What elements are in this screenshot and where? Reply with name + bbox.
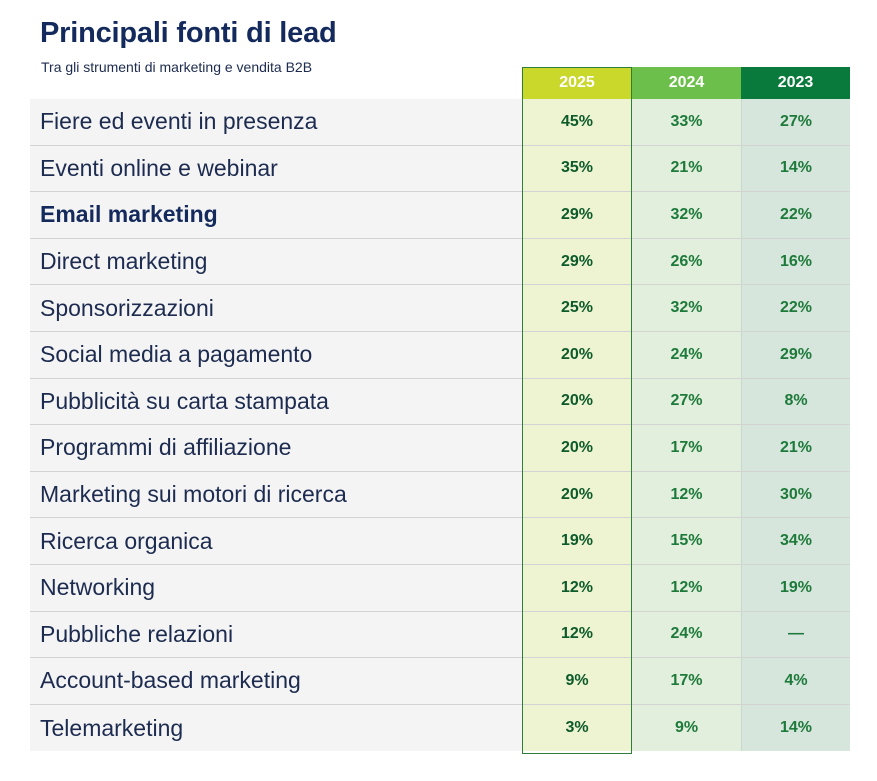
column-header-2025: 2025 (522, 67, 632, 99)
value-cell-2025: 20% (522, 331, 632, 378)
value-cell-2023: 21% (741, 425, 850, 471)
value-cell-2025: 19% (522, 518, 632, 564)
row-label: Ricerca organica (30, 518, 522, 564)
value-cell-2023: 29% (741, 331, 850, 378)
value-cell-2025: 9% (522, 658, 632, 704)
column-header-2023: 2023 (741, 67, 850, 99)
value-cell-2024: 17% (632, 425, 741, 471)
value-cell-2024: 15% (632, 518, 741, 564)
table-row: Marketing sui motori di ricerca 20% 12% 30% (30, 471, 850, 519)
table-row: Direct marketing 29% 26% 16% (30, 238, 850, 286)
value-cell-2024: 33% (632, 99, 741, 145)
row-label: Pubbliche relazioni (30, 611, 522, 658)
value-cell-2023: 27% (741, 99, 850, 145)
value-cell-2023: — (741, 611, 850, 658)
row-label: Sponsorizzazioni (30, 285, 522, 331)
row-label: Marketing sui motori di ricerca (30, 471, 522, 518)
table-row: Telemarketing 3% 9% 14% (30, 704, 850, 752)
table-row: Programmi di affiliazione 20% 17% 21% (30, 425, 850, 472)
table-row: Social media a pagamento 20% 24% 29% (30, 331, 850, 379)
value-cell-2024: 24% (632, 331, 741, 378)
value-cell-2024: 24% (632, 611, 741, 658)
chart-title: Principali fonti di lead (40, 17, 337, 49)
row-label: Fiere ed eventi in presenza (30, 99, 522, 145)
row-label: Email marketing (30, 192, 522, 238)
value-cell-2024: 21% (632, 145, 741, 192)
table-row: Pubbliche relazioni 12% 24% — (30, 611, 850, 659)
row-label: Networking (30, 564, 522, 611)
lead-sources-table: Fiere ed eventi in presenza 45% 33% 27% Even… (30, 99, 850, 752)
value-cell-2025: 20% (522, 378, 632, 425)
value-cell-2024: 9% (632, 704, 741, 752)
row-label: Pubblicità su carta stampata (30, 378, 522, 425)
value-cell-2025: 20% (522, 425, 632, 471)
row-label: Direct marketing (30, 238, 522, 285)
value-cell-2023: 34% (741, 518, 850, 564)
chart-subtitle: Tra gli strumenti di marketing e vendita… (41, 59, 313, 75)
table-row: Fiere ed eventi in presenza 45% 33% 27% (30, 99, 850, 146)
value-cell-2023: 22% (741, 285, 850, 331)
row-label: Telemarketing (30, 704, 522, 752)
value-cell-2024: 32% (632, 192, 741, 238)
value-cell-2024: 26% (632, 238, 741, 285)
row-label: Programmi di affiliazione (30, 425, 522, 471)
value-cell-2024: 32% (632, 285, 741, 331)
table-row: Sponsorizzazioni 25% 32% 22% (30, 285, 850, 332)
value-cell-2025: 29% (522, 192, 632, 238)
table-row: Ricerca organica 19% 15% 34% (30, 518, 850, 565)
value-cell-2025: 12% (522, 611, 632, 658)
value-cell-2023: 14% (741, 704, 850, 752)
value-cell-2023: 19% (741, 564, 850, 611)
row-label: Eventi online e webinar (30, 145, 522, 192)
value-cell-2025: 20% (522, 471, 632, 518)
table-row: Networking 12% 12% 19% (30, 564, 850, 612)
value-cell-2024: 27% (632, 378, 741, 425)
table-row: Eventi online e webinar 35% 21% 14% (30, 145, 850, 193)
table-row: Email marketing 29% 32% 22% (30, 192, 850, 239)
table-row: Pubblicità su carta stampata 20% 27% 8% (30, 378, 850, 426)
row-label: Social media a pagamento (30, 331, 522, 378)
value-cell-2023: 14% (741, 145, 850, 192)
table-row: Account-based marketing 9% 17% 4% (30, 658, 850, 705)
value-cell-2023: 8% (741, 378, 850, 425)
value-cell-2023: 4% (741, 658, 850, 704)
value-cell-2025: 45% (522, 99, 632, 145)
value-cell-2025: 12% (522, 564, 632, 611)
column-header-2024: 2024 (632, 67, 741, 99)
value-cell-2025: 25% (522, 285, 632, 331)
value-cell-2023: 30% (741, 471, 850, 518)
value-cell-2024: 17% (632, 658, 741, 704)
value-cell-2025: 29% (522, 238, 632, 285)
value-cell-2025: 35% (522, 145, 632, 192)
value-cell-2024: 12% (632, 564, 741, 611)
row-label: Account-based marketing (30, 658, 522, 704)
value-cell-2023: 22% (741, 192, 850, 238)
value-cell-2025: 3% (522, 704, 632, 752)
value-cell-2024: 12% (632, 471, 741, 518)
value-cell-2023: 16% (741, 238, 850, 285)
